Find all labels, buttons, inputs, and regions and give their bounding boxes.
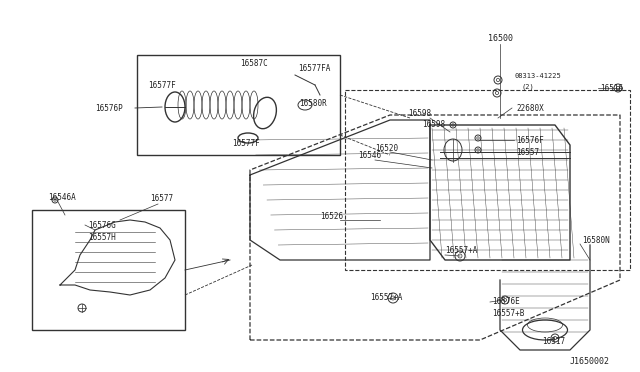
Bar (32, 210, 185, 330)
Text: (2): (2) (522, 84, 535, 90)
Text: 16576F: 16576F (516, 135, 544, 144)
Text: 16500: 16500 (488, 33, 513, 42)
Text: 16317: 16317 (542, 337, 565, 346)
Text: 16580N: 16580N (582, 235, 610, 244)
Text: 16557+A: 16557+A (445, 246, 477, 254)
Circle shape (54, 199, 56, 201)
Text: 16577F: 16577F (148, 80, 176, 90)
Bar (137, 55, 340, 155)
Text: 16516: 16516 (600, 83, 623, 93)
Text: 16576E: 16576E (492, 298, 520, 307)
Text: 16577: 16577 (150, 193, 173, 202)
Text: 16577F: 16577F (232, 138, 260, 148)
Text: 16598: 16598 (422, 119, 445, 128)
Circle shape (458, 254, 462, 258)
Text: 16598: 16598 (408, 109, 431, 118)
Circle shape (616, 86, 620, 90)
Text: 16520: 16520 (375, 144, 398, 153)
Text: 16557: 16557 (516, 148, 539, 157)
Text: 16557+B: 16557+B (492, 310, 524, 318)
Circle shape (497, 78, 500, 81)
Text: 16546: 16546 (358, 151, 381, 160)
Text: 22680X: 22680X (516, 103, 544, 112)
Text: 16557H: 16557H (88, 232, 116, 241)
Text: 16526: 16526 (320, 212, 343, 221)
Circle shape (495, 92, 499, 94)
Circle shape (554, 336, 557, 340)
Circle shape (391, 296, 395, 300)
Text: 16576G: 16576G (88, 221, 116, 230)
Text: 16546A: 16546A (48, 192, 76, 202)
Circle shape (477, 149, 479, 151)
Circle shape (452, 124, 454, 126)
Text: 16587C: 16587C (240, 58, 268, 67)
Circle shape (477, 137, 479, 139)
Text: 16580R: 16580R (299, 99, 327, 108)
Text: 16577FA: 16577FA (298, 64, 330, 73)
Text: J1650002: J1650002 (570, 357, 610, 366)
Text: 08313-41225: 08313-41225 (515, 73, 562, 79)
Bar (345, 90, 630, 270)
Circle shape (504, 298, 507, 302)
Text: 16557+A: 16557+A (370, 294, 403, 302)
Text: 16576P: 16576P (95, 103, 123, 112)
